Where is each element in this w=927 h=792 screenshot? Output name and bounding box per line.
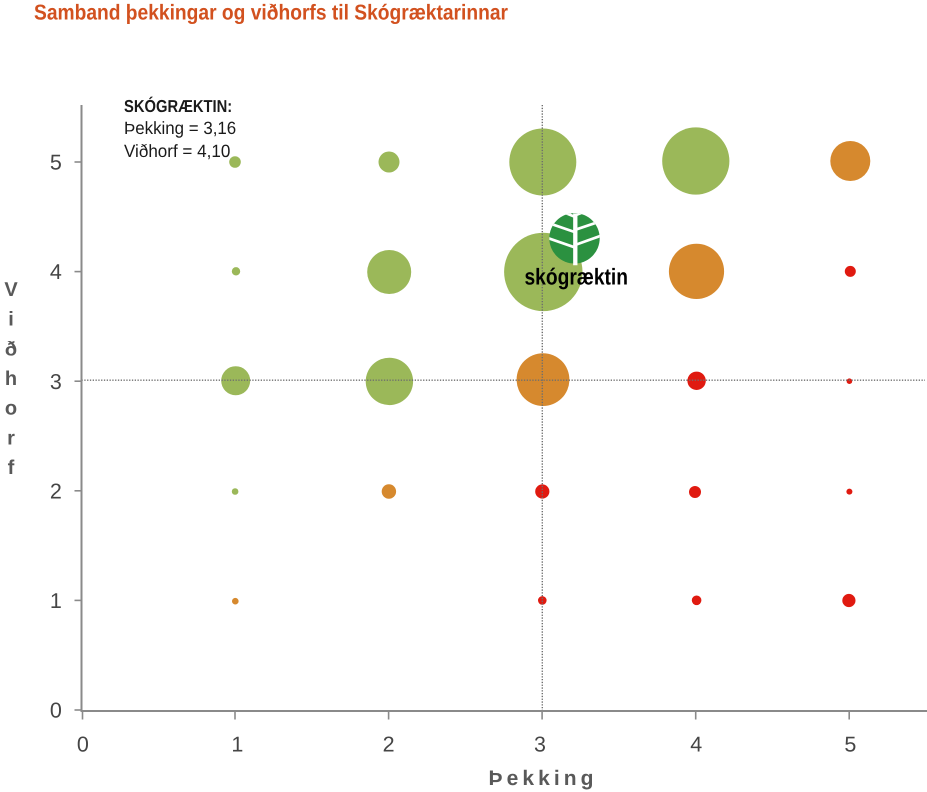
svg-text:o: o xyxy=(5,398,17,420)
svg-text:r: r xyxy=(7,427,15,449)
svg-text:1: 1 xyxy=(231,733,243,757)
svg-text:4: 4 xyxy=(690,733,702,757)
svg-text:ð: ð xyxy=(5,338,17,360)
svg-text:4: 4 xyxy=(50,260,62,284)
svg-text:Viðhorf = 4,10: Viðhorf = 4,10 xyxy=(124,141,230,161)
svg-text:0: 0 xyxy=(77,733,89,757)
svg-text:f: f xyxy=(8,457,15,479)
svg-text:3: 3 xyxy=(534,733,546,757)
svg-text:3: 3 xyxy=(50,370,62,394)
svg-text:2: 2 xyxy=(383,733,395,757)
svg-text:V: V xyxy=(4,279,18,301)
svg-text:h: h xyxy=(5,368,17,390)
svg-text:Þekking: Þekking xyxy=(489,767,594,790)
svg-text:Samband þekkingar og viðhorfs: Samband þekkingar og viðhorfs til Skógræ… xyxy=(34,1,509,25)
svg-text:Þekking = 3,16: Þekking = 3,16 xyxy=(124,118,236,138)
svg-text:1: 1 xyxy=(50,589,62,613)
svg-text:5: 5 xyxy=(50,151,62,175)
svg-text:skógræktin: skógræktin xyxy=(525,264,629,290)
svg-text:5: 5 xyxy=(844,733,856,757)
svg-text:SKÓGRÆKTIN:: SKÓGRÆKTIN: xyxy=(124,96,232,116)
svg-text:0: 0 xyxy=(50,699,62,723)
svg-text:i: i xyxy=(8,309,14,331)
svg-text:2: 2 xyxy=(50,479,62,503)
